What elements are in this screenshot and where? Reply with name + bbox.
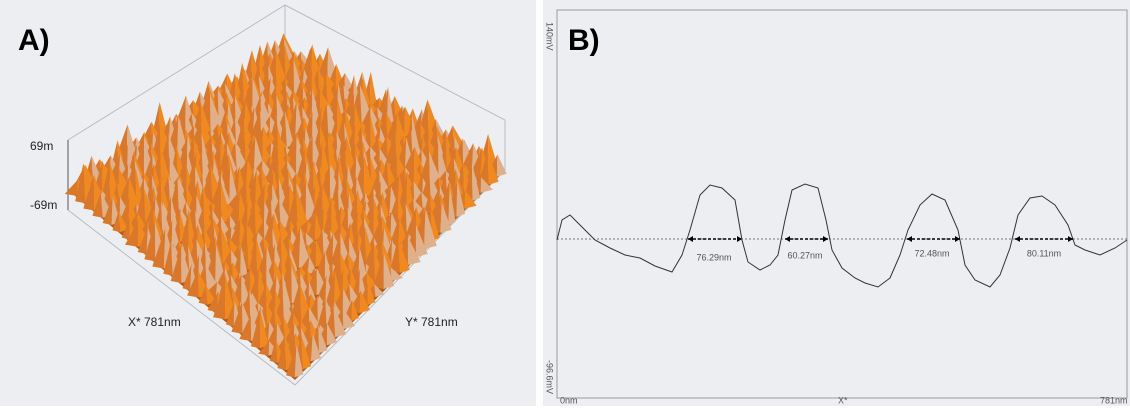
x-axis-label: X* 781nm <box>128 315 181 329</box>
measure-label: 72.48nm <box>914 248 949 258</box>
z-max-label: 69m <box>30 139 53 153</box>
figure: A) 69m -69m X* 781nm Y* 781nm 76.29nm 60.… <box>0 0 1130 406</box>
measure-label: 80.11nm <box>1027 248 1061 258</box>
measure-label: 60.27nm <box>787 250 822 260</box>
x-axis-label: X* <box>838 395 848 405</box>
x-end-label: 781nm <box>1100 395 1128 405</box>
z-min-label: -69m <box>30 198 57 212</box>
y-axis-label: Y* 781nm <box>405 315 458 329</box>
panel-label: A) <box>18 24 50 57</box>
y-max-label: 140mV <box>545 22 555 51</box>
plot-area <box>557 10 1127 398</box>
x-start-label: 0nm <box>560 395 578 405</box>
measure-label: 76.29nm <box>696 252 731 262</box>
y-min-label: -96.6mV <box>545 360 555 394</box>
panel-label: B) <box>568 24 600 57</box>
